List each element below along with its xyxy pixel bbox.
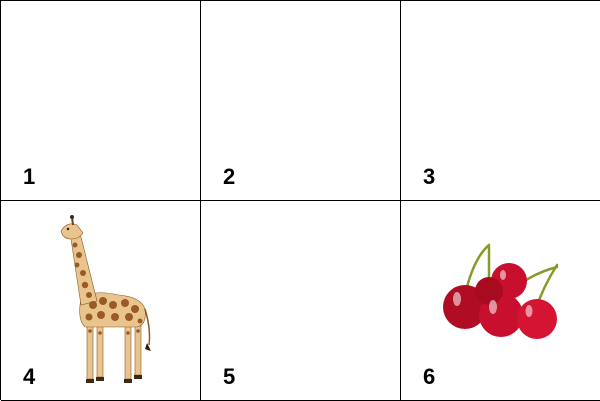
giraffe-image xyxy=(60,215,151,383)
grid-cell-5[interactable]: 5 xyxy=(201,201,401,401)
cell-number: 5 xyxy=(223,364,236,389)
grid-cell-3[interactable]: 3 xyxy=(401,1,600,201)
cell-number: 3 xyxy=(423,164,436,189)
grid-cell-4[interactable]: 4 xyxy=(1,201,201,401)
cell-number: 4 xyxy=(23,364,36,389)
grid-cell-6[interactable]: 6 xyxy=(401,201,600,401)
cherries-image xyxy=(443,243,559,339)
cell-number: 6 xyxy=(423,364,436,389)
cell-number: 2 xyxy=(223,164,236,189)
grid-cell-1[interactable]: 1 xyxy=(1,1,201,201)
cell-number: 1 xyxy=(23,164,36,189)
grid-cell-2[interactable]: 2 xyxy=(201,1,401,201)
